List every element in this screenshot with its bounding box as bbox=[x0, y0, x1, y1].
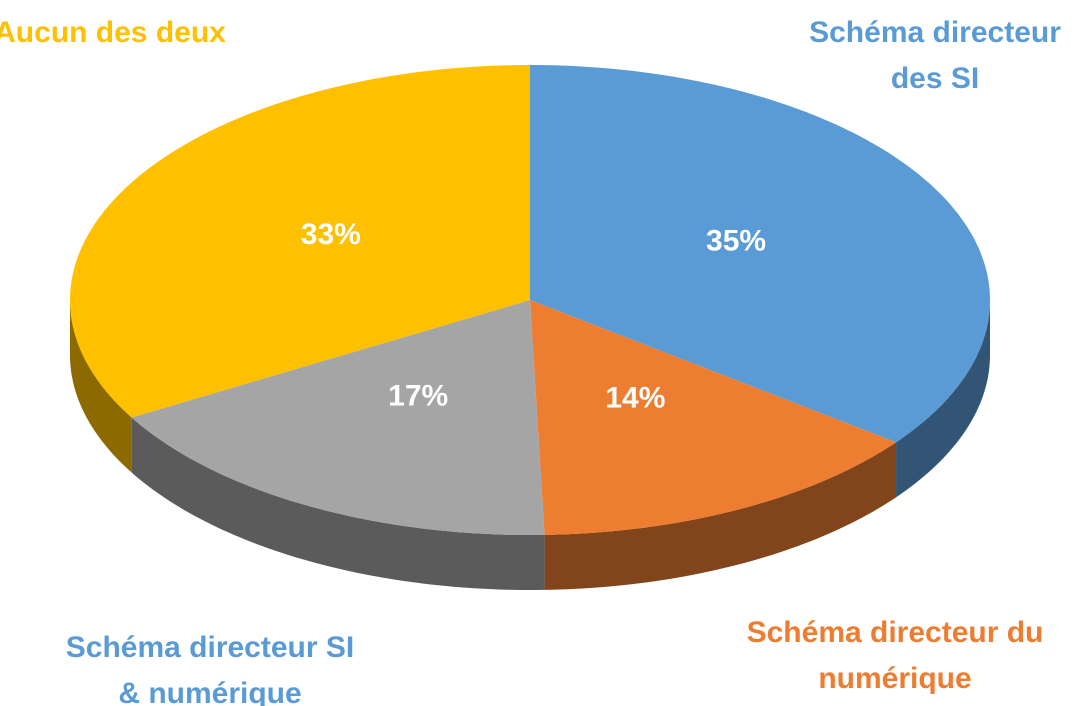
pie-slice-side bbox=[70, 300, 132, 473]
category-label: Aucun des deux bbox=[0, 16, 226, 49]
pie-slice-side bbox=[131, 417, 545, 590]
pie-slice bbox=[131, 300, 545, 535]
slice-value-label: 33% bbox=[301, 218, 361, 251]
pie-slice-side bbox=[896, 300, 990, 498]
category-label: Schéma directeur des SI bbox=[809, 16, 1061, 95]
slice-value-label: 35% bbox=[706, 225, 766, 258]
pie-slice bbox=[70, 65, 531, 418]
pie-slice bbox=[530, 300, 897, 535]
category-label: Schéma directeur du numérique bbox=[746, 616, 1044, 695]
category-label: Schéma directeur SI & numérique bbox=[65, 631, 355, 706]
pie-slice bbox=[530, 65, 990, 443]
slice-value-label: 17% bbox=[388, 380, 448, 413]
slice-value-label: 14% bbox=[605, 381, 665, 414]
pie-slice-side bbox=[544, 442, 897, 590]
